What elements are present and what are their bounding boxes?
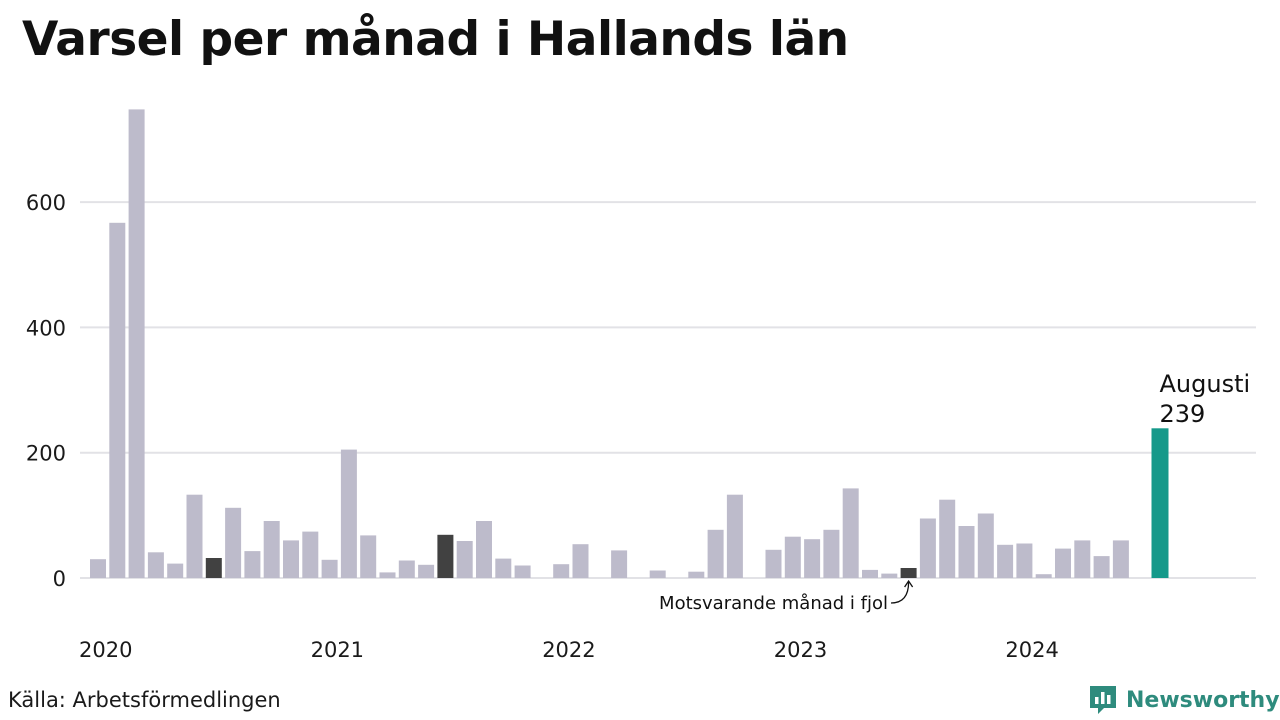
y-tick-label: 400 xyxy=(26,316,66,340)
bar-2024-06 xyxy=(1112,540,1129,578)
bar-2022-12 xyxy=(765,549,782,578)
x-tick-label: 2024 xyxy=(1005,638,1058,662)
bar-2021-09 xyxy=(476,521,492,578)
bar-2023-06 xyxy=(881,573,898,578)
x-tick-label: 2022 xyxy=(542,638,595,662)
bar-2023-03 xyxy=(823,529,840,578)
bar-2023-09 xyxy=(939,499,956,578)
bar-2020-06 xyxy=(186,494,203,578)
bar-2023-02 xyxy=(804,539,821,578)
bar-2023-01 xyxy=(784,536,801,578)
bar-2021-01 xyxy=(321,559,338,578)
bar-2024-01 xyxy=(1016,543,1033,578)
x-axis-ticks: 2020 2021 2022 2023 2024 xyxy=(79,638,1059,662)
bar-2023-07 xyxy=(900,568,917,578)
bar-2020-07 xyxy=(205,558,222,578)
bar-2020-11 xyxy=(283,540,299,578)
bar-2021-03 xyxy=(360,535,377,578)
bar-2023-10 xyxy=(958,526,975,578)
bar-2022-01 xyxy=(553,564,570,578)
x-tick-label: 2021 xyxy=(311,638,364,662)
chart-title: Varsel per månad i Hallands län xyxy=(22,12,849,67)
bar-2024-04 xyxy=(1074,540,1091,578)
bar-2021-02 xyxy=(340,449,357,578)
bar-2021-08 xyxy=(456,541,473,578)
x-tick-label: 2023 xyxy=(774,638,827,662)
bar-2020-04 xyxy=(147,552,164,578)
prev-year-note: Motsvarande månad i fjol xyxy=(659,593,888,614)
grid-lines xyxy=(80,201,1256,579)
bar-2023-08 xyxy=(919,518,936,578)
bar-2022-10 xyxy=(726,494,743,578)
bar-2020-08 xyxy=(225,507,242,578)
bar-2023-04 xyxy=(842,488,859,578)
bar-2020-12 xyxy=(302,531,319,578)
bar-2022-08 xyxy=(688,571,705,578)
bar-2020-02 xyxy=(109,222,126,579)
y-tick-label: 200 xyxy=(26,442,66,466)
bar-2023-11 xyxy=(977,513,994,578)
bar-2023-12 xyxy=(997,544,1014,578)
bar-2022-06 xyxy=(649,570,666,578)
bar-2020-05 xyxy=(167,563,184,578)
bars xyxy=(90,109,1169,579)
bar-2024-05 xyxy=(1093,556,1110,578)
y-tick-label: 600 xyxy=(26,191,66,215)
bar-2021-05 xyxy=(398,560,415,578)
brand: Newsworthy xyxy=(1088,684,1280,716)
prev-year-arrow-icon xyxy=(890,581,910,604)
bar-2024-02 xyxy=(1035,574,1052,578)
y-axis-ticks: 0 200 400 600 xyxy=(26,191,66,591)
bar-2023-05 xyxy=(862,569,878,578)
bar-2020-01 xyxy=(90,559,106,578)
bar-2024-03 xyxy=(1055,548,1071,578)
bar-2020-09 xyxy=(244,551,261,578)
x-tick-label: 2020 xyxy=(79,638,132,662)
arrowhead-icon xyxy=(904,579,914,588)
annotations: Augusti 239 Motsvarande månad i fjol xyxy=(659,370,1250,614)
bar-2021-04 xyxy=(379,572,396,578)
current-value-label: 239 xyxy=(1160,400,1206,428)
bar-2021-10 xyxy=(495,558,512,578)
bar-2020-10 xyxy=(263,521,280,578)
y-tick-label: 0 xyxy=(53,567,66,591)
brand-name: Newsworthy xyxy=(1126,687,1280,713)
source-label: Källa: Arbetsförmedlingen xyxy=(8,688,281,712)
bar-2022-02 xyxy=(572,544,589,578)
current-month-label: Augusti xyxy=(1160,370,1251,398)
bar-2022-09 xyxy=(707,529,724,578)
bar-2021-11 xyxy=(514,565,531,578)
bar-2024-08 xyxy=(1151,428,1169,578)
newsworthy-logo-icon xyxy=(1090,686,1116,714)
bar-2021-06 xyxy=(418,564,435,578)
bar-2020-03 xyxy=(128,109,145,579)
bar-2022-04 xyxy=(611,550,628,578)
bar-2021-07 xyxy=(437,534,454,578)
